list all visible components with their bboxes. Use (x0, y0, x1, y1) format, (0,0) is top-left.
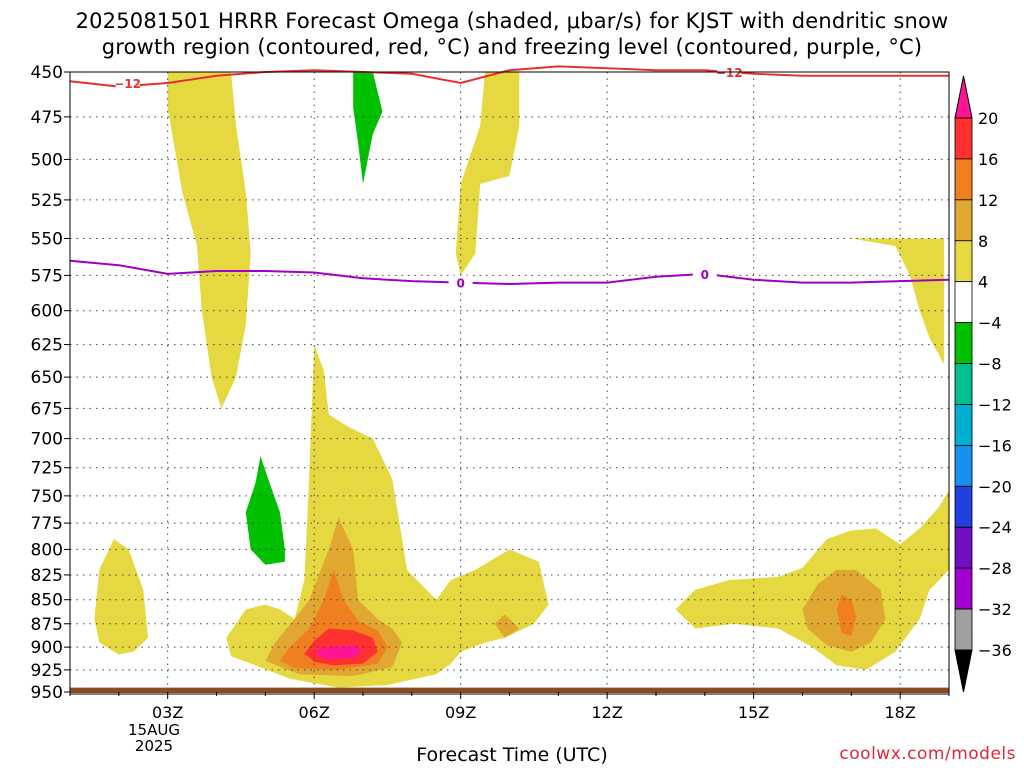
omega-region-2 (851, 238, 945, 365)
y-tick-label-725: 725 (31, 459, 63, 479)
contour-label-bg-1-1 (692, 266, 717, 281)
colorbar-label-1: 16 (978, 150, 998, 169)
colorbar-label-10: −24 (978, 518, 1012, 537)
colorbar-label-6: −8 (978, 355, 1002, 374)
y-tick-label-775: 775 (31, 514, 63, 534)
contour-label-1-1: 0 (701, 268, 709, 282)
colorbar-label-4: 4 (978, 273, 988, 292)
y-tick-label-525: 525 (31, 191, 63, 211)
contour-1 (69, 259, 950, 286)
ground-fill (70, 687, 949, 693)
omega-region-13 (353, 72, 383, 184)
contour-label-bg-1-0 (448, 275, 473, 290)
colorbar-label-8: −16 (978, 436, 1012, 455)
y-tick-label-925: 925 (31, 661, 63, 681)
y-tick-label-750: 750 (31, 487, 63, 507)
colorbar-label-7: −12 (978, 395, 1012, 414)
x-tick-label-4: 15Z (738, 703, 769, 722)
colorbar-label-13: −36 (978, 641, 1012, 660)
colorbar-swatch-2 (954, 158, 973, 201)
colorbar-label-3: 8 (978, 232, 988, 251)
colorbar-arrow-bottom (954, 649, 973, 693)
contour-label-1-0: 0 (456, 277, 464, 291)
colorbar-label-12: −32 (978, 600, 1012, 619)
colorbar-arrow-top (954, 75, 973, 119)
y-tick-label-875: 875 (31, 615, 63, 635)
x-axis-label: Forecast Time (UTC) (416, 744, 608, 766)
colorbar-swatch-1 (954, 117, 973, 160)
chart-title-line2: growth region (contoured, red, °C) and f… (101, 35, 923, 59)
colorbar-label-0: 20 (978, 109, 998, 128)
date-label-day: 15AUG (128, 721, 180, 739)
colorbar-swatch-3 (954, 199, 973, 242)
colorbar-swatch-9 (954, 444, 973, 487)
contour-0 (69, 65, 949, 88)
y-tick-label-900: 900 (31, 638, 63, 658)
y-tick-label-950: 950 (31, 683, 63, 703)
colorbar-swatch-7 (954, 363, 973, 405)
x-tick-label-3: 12Z (592, 703, 623, 722)
y-tick-label-850: 850 (31, 591, 63, 611)
credit-link[interactable]: coolwx.com/models (839, 744, 1016, 764)
y-tick-label-575: 575 (31, 266, 63, 286)
y-tick-label-700: 700 (31, 430, 63, 450)
colorbar-label-5: −4 (978, 314, 1002, 333)
colorbar-swatch-10 (954, 485, 973, 528)
x-tick-label-1: 06Z (299, 703, 330, 722)
omega-region-14 (245, 456, 285, 565)
y-tick-label-450: 450 (31, 63, 63, 83)
colorbar-swatch-8 (954, 404, 973, 446)
contour-label-0-1: −12 (716, 66, 743, 80)
omega-region-0 (167, 72, 251, 409)
colorbar: 20 16 12 8 4 −4 −8 −12 −16 −20 −24 −28 −32 −36 (954, 75, 1012, 693)
colorbar-swatch-6 (954, 322, 973, 364)
chart-title-line1: 2025081501 HRRR Forecast Omega (shaded, … (75, 9, 949, 33)
y-tick-label-825: 825 (31, 566, 63, 586)
omega-region-4 (226, 344, 549, 688)
omega-region-8 (494, 614, 520, 638)
time-axis: 03Z 06Z 09Z 12Z 15Z 18Z (69, 692, 950, 722)
colorbar-label-2: 12 (978, 191, 998, 210)
contour-label-0-0: −12 (114, 77, 141, 91)
surface-layer (70, 687, 949, 693)
omega-region-1 (455, 72, 520, 276)
y-tick-label-600: 600 (31, 302, 63, 322)
pressure-axis: 450 475 500 525 550 575 600 625 650 675 700 725 750 7… (31, 63, 70, 703)
omega-region-5 (675, 490, 949, 670)
colorbar-swatch-13 (954, 608, 973, 651)
colorbar-swatch-5 (954, 281, 973, 324)
y-tick-label-625: 625 (31, 336, 63, 356)
y-tick-label-650: 650 (31, 368, 63, 388)
colorbar-swatch-12 (954, 567, 973, 610)
x-tick-label-2: 09Z (445, 703, 476, 722)
colorbar-swatch-11 (954, 526, 973, 569)
omega-region-10 (836, 594, 857, 636)
colorbar-label-11: −28 (978, 559, 1012, 578)
contour-label-bg-0-0 (115, 75, 140, 90)
y-tick-label-500: 500 (31, 150, 63, 170)
omega-region-12 (314, 645, 363, 659)
omega-region-3 (94, 539, 149, 655)
y-tick-label-800: 800 (31, 540, 63, 560)
y-tick-label-675: 675 (31, 399, 63, 419)
x-tick-label-5: 18Z (885, 703, 916, 722)
colorbar-label-9: −20 (978, 477, 1012, 496)
y-tick-label-550: 550 (31, 230, 63, 250)
date-label-year: 2025 (134, 737, 174, 755)
y-tick-label-475: 475 (31, 108, 63, 128)
x-tick-label-0: 03Z (152, 703, 183, 722)
omega-shading (94, 72, 949, 688)
colorbar-swatch-4 (954, 240, 973, 283)
